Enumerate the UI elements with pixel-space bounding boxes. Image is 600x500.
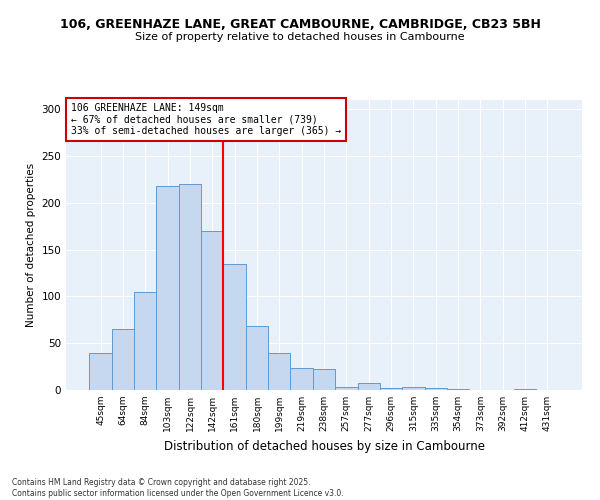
Bar xyxy=(425,388,447,390)
Bar xyxy=(380,388,402,390)
Bar xyxy=(223,264,246,390)
Bar xyxy=(290,368,313,390)
X-axis label: Distribution of detached houses by size in Cambourne: Distribution of detached houses by size … xyxy=(163,440,485,452)
Bar xyxy=(514,389,536,390)
Text: Contains HM Land Registry data © Crown copyright and database right 2025.
Contai: Contains HM Land Registry data © Crown c… xyxy=(12,478,344,498)
Text: 106 GREENHAZE LANE: 149sqm
← 67% of detached houses are smaller (739)
33% of sem: 106 GREENHAZE LANE: 149sqm ← 67% of deta… xyxy=(71,103,341,136)
Bar xyxy=(268,352,290,390)
Bar xyxy=(402,387,425,390)
Bar xyxy=(89,352,112,390)
Bar xyxy=(335,387,358,390)
Text: 106, GREENHAZE LANE, GREAT CAMBOURNE, CAMBRIDGE, CB23 5BH: 106, GREENHAZE LANE, GREAT CAMBOURNE, CA… xyxy=(59,18,541,30)
Bar xyxy=(246,326,268,390)
Y-axis label: Number of detached properties: Number of detached properties xyxy=(26,163,36,327)
Bar xyxy=(157,186,179,390)
Bar xyxy=(134,292,157,390)
Bar xyxy=(447,389,469,390)
Bar xyxy=(112,329,134,390)
Text: Size of property relative to detached houses in Cambourne: Size of property relative to detached ho… xyxy=(135,32,465,42)
Bar xyxy=(313,370,335,390)
Bar xyxy=(179,184,201,390)
Bar xyxy=(358,384,380,390)
Bar xyxy=(201,231,223,390)
